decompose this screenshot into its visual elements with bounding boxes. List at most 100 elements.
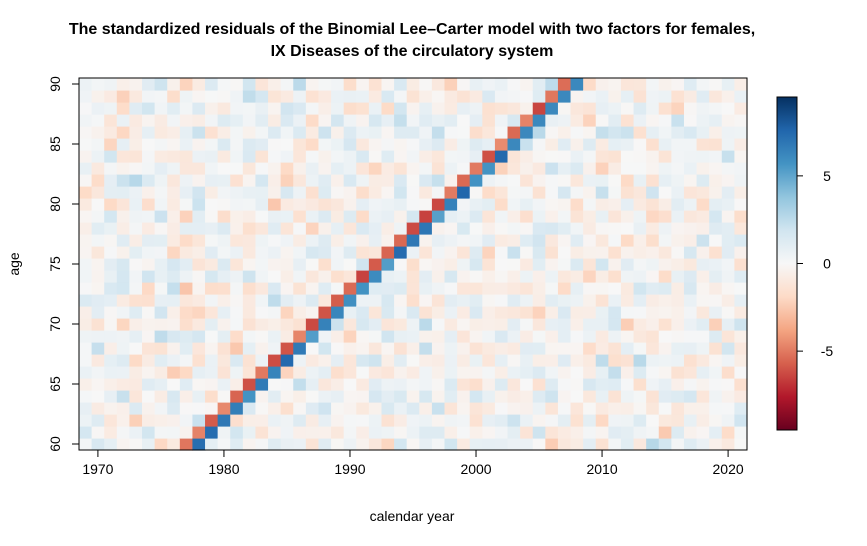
heatmap-cell bbox=[545, 306, 559, 319]
heatmap-cell bbox=[633, 390, 647, 403]
heatmap-cell bbox=[734, 294, 748, 307]
heatmap-cell bbox=[658, 438, 672, 451]
heatmap-cell bbox=[192, 246, 206, 259]
heatmap-cell bbox=[230, 114, 244, 127]
heatmap-cell bbox=[494, 330, 509, 343]
heatmap-cell bbox=[419, 246, 433, 259]
heatmap-cell bbox=[91, 162, 105, 175]
heatmap-cell bbox=[394, 90, 408, 103]
heatmap-cell bbox=[457, 282, 471, 295]
heatmap-cell bbox=[545, 390, 559, 403]
heatmap-cell bbox=[633, 234, 647, 247]
heatmap-cell bbox=[129, 138, 143, 151]
heatmap-cell bbox=[557, 306, 572, 319]
heatmap-cell bbox=[343, 402, 357, 415]
heatmap-cell bbox=[696, 402, 710, 415]
heatmap-cell bbox=[368, 342, 383, 355]
heatmap-cell bbox=[646, 282, 660, 295]
heatmap-cell bbox=[192, 282, 206, 295]
heatmap-cell bbox=[469, 126, 483, 139]
heatmap-cell bbox=[507, 78, 521, 91]
heatmap-cell bbox=[104, 330, 118, 343]
heatmap-cell bbox=[179, 234, 194, 247]
heatmap-cell bbox=[721, 126, 735, 139]
heatmap-cell bbox=[154, 342, 168, 355]
heatmap-cell bbox=[154, 270, 168, 283]
heatmap-cell bbox=[457, 210, 471, 223]
heatmap-cell bbox=[129, 90, 143, 103]
heatmap-cell bbox=[79, 246, 93, 259]
heatmap-cell bbox=[583, 342, 597, 355]
heatmap-cell bbox=[205, 342, 219, 355]
heatmap-cell bbox=[217, 90, 231, 103]
heatmap-cell bbox=[709, 330, 723, 343]
heatmap-cell bbox=[532, 222, 546, 235]
heatmap-cell bbox=[343, 150, 357, 163]
heatmap-cell bbox=[331, 414, 345, 427]
heatmap-cell bbox=[167, 174, 181, 187]
heatmap-cell bbox=[343, 258, 357, 271]
heatmap-cell bbox=[255, 198, 269, 211]
heatmap-cell bbox=[129, 102, 143, 115]
heatmap-cell bbox=[709, 246, 723, 259]
heatmap-cell bbox=[242, 282, 257, 295]
heatmap-cell bbox=[709, 378, 723, 391]
heatmap-cell bbox=[721, 246, 735, 259]
heatmap-cell bbox=[482, 354, 496, 367]
heatmap-cell bbox=[570, 246, 584, 259]
heatmap-cell bbox=[217, 414, 231, 427]
heatmap-cell bbox=[608, 186, 622, 199]
heatmap-cell bbox=[217, 246, 231, 259]
heatmap-cell bbox=[457, 198, 471, 211]
heatmap-cell bbox=[293, 318, 307, 331]
heatmap-cell bbox=[331, 210, 345, 223]
heatmap-cell bbox=[79, 282, 93, 295]
heatmap-cell bbox=[633, 258, 647, 271]
heatmap-cell bbox=[444, 210, 458, 223]
heatmap-cell bbox=[520, 390, 534, 403]
heatmap-cell bbox=[520, 366, 534, 379]
heatmap-cell bbox=[520, 210, 534, 223]
heatmap-cell bbox=[255, 414, 269, 427]
heatmap-cell bbox=[343, 294, 357, 307]
heatmap-cell bbox=[646, 402, 660, 415]
heatmap-cell bbox=[368, 150, 383, 163]
y-axis-label: age bbox=[6, 252, 22, 276]
heatmap-cell bbox=[129, 402, 143, 415]
heatmap-cell bbox=[721, 342, 735, 355]
heatmap-cell bbox=[520, 198, 534, 211]
heatmap-cell bbox=[179, 354, 194, 367]
heatmap-cell bbox=[394, 330, 408, 343]
heatmap-cell bbox=[545, 438, 559, 451]
heatmap-cell bbox=[494, 426, 509, 439]
heatmap-cell bbox=[709, 318, 723, 331]
heatmap-cell bbox=[570, 306, 584, 319]
heatmap-cell bbox=[671, 270, 685, 283]
heatmap-cell bbox=[709, 210, 723, 223]
heatmap-cell bbox=[217, 210, 231, 223]
heatmap-cell bbox=[658, 222, 672, 235]
heatmap-cell bbox=[620, 90, 635, 103]
heatmap-cell bbox=[104, 438, 118, 451]
heatmap-cell bbox=[721, 354, 735, 367]
heatmap-cell bbox=[457, 114, 471, 127]
x-tick-label: 2020 bbox=[713, 461, 744, 477]
heatmap-cell bbox=[381, 186, 395, 199]
heatmap-cell bbox=[620, 426, 635, 439]
heatmap-cell bbox=[154, 390, 168, 403]
heatmap-cell bbox=[444, 246, 458, 259]
heatmap-cell bbox=[671, 294, 685, 307]
heatmap-cell bbox=[154, 150, 168, 163]
heatmap-cell bbox=[217, 102, 231, 115]
heatmap-cell bbox=[268, 150, 282, 163]
heatmap-cell bbox=[305, 378, 320, 391]
heatmap-cell bbox=[721, 390, 735, 403]
heatmap-cell bbox=[469, 222, 483, 235]
heatmap-cell bbox=[671, 102, 685, 115]
heatmap-cell bbox=[633, 210, 647, 223]
heatmap-cell bbox=[142, 306, 156, 319]
heatmap-cell bbox=[419, 234, 433, 247]
heatmap-cell bbox=[381, 426, 395, 439]
heatmap-cell bbox=[305, 306, 320, 319]
